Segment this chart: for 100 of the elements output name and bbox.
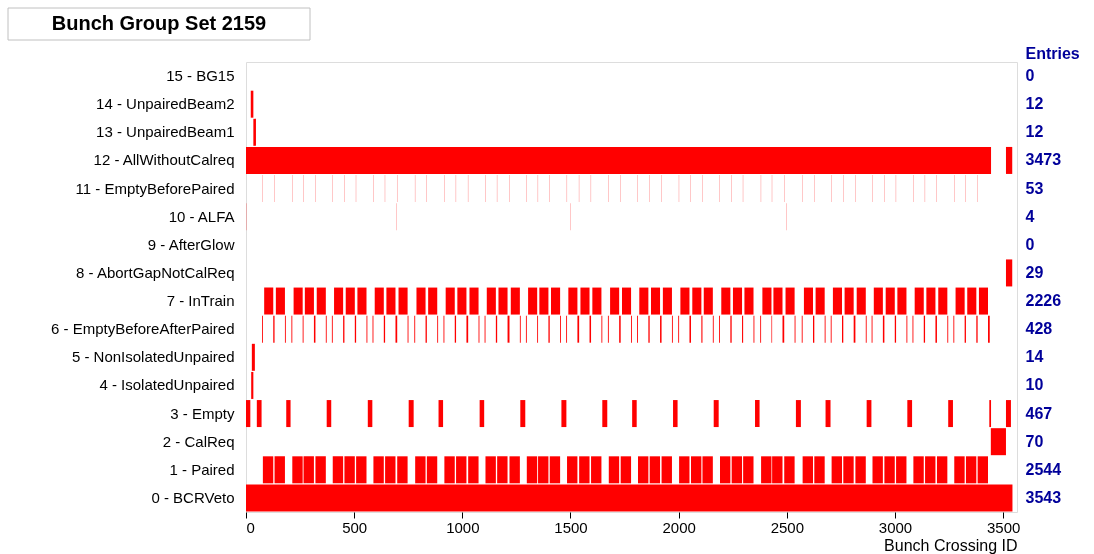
bar — [539, 287, 549, 315]
x-tick-label: 1500 — [554, 518, 588, 536]
y2-tick-label: 0 — [1025, 235, 1035, 253]
y-tick-label: 11 - EmptyBeforePaired — [75, 179, 235, 197]
bar — [926, 287, 936, 315]
y-tick-label: 10 - ALFA — [168, 207, 235, 225]
bar — [1005, 259, 1013, 287]
y-tick-label: 1 - Paired — [169, 460, 235, 478]
y-tick-label: 9 - AfterGlow — [147, 235, 235, 253]
bar — [286, 400, 291, 428]
bar — [246, 400, 251, 428]
bar — [755, 400, 760, 428]
bar — [785, 287, 795, 315]
y-tick-label: 3 - Empty — [170, 404, 235, 422]
y2-tick-label: 10 — [1025, 376, 1044, 394]
bar — [713, 400, 719, 428]
bar — [510, 287, 520, 315]
bar — [914, 287, 924, 315]
bar — [732, 287, 743, 315]
y-tick-label: 0 - BCRVeto — [151, 488, 235, 506]
bar — [680, 287, 690, 315]
bar — [721, 287, 731, 315]
bar — [408, 400, 414, 428]
bar — [639, 287, 649, 315]
bar — [856, 287, 866, 315]
y2-tick-label: 467 — [1025, 404, 1053, 422]
bar — [398, 287, 408, 315]
bar — [773, 287, 783, 315]
bar — [416, 287, 426, 315]
bar — [744, 287, 754, 315]
bar — [256, 400, 262, 428]
bar — [334, 287, 344, 315]
bar — [602, 400, 608, 428]
y-tick-label: 6 - EmptyBeforeAfterPaired — [51, 320, 235, 338]
bar — [967, 287, 977, 315]
x-tick-label: 2500 — [770, 518, 805, 536]
bar — [561, 400, 567, 428]
bar — [469, 287, 479, 315]
bar — [528, 287, 538, 315]
y2-tick-label: 4 — [1025, 207, 1035, 225]
bar — [825, 400, 831, 428]
bar — [978, 287, 989, 315]
bar — [938, 287, 948, 315]
bar — [386, 287, 396, 315]
bar — [632, 400, 637, 428]
y2-tick-label: 3473 — [1025, 151, 1062, 169]
bar — [832, 287, 842, 315]
x-tick-label: 3000 — [878, 518, 913, 536]
y2-tick-label: 428 — [1025, 320, 1053, 338]
x-tick-label: 500 — [342, 518, 368, 536]
bar — [803, 287, 813, 315]
bar — [345, 287, 355, 315]
bar — [498, 287, 508, 315]
x-tick-label: 1000 — [446, 518, 480, 536]
y2-axis-title: Entries — [1025, 44, 1080, 62]
x-axis-title: Bunch Crossing ID — [884, 536, 1018, 554]
y-tick-label: 13 - UnpairedBeam1 — [96, 123, 235, 141]
bar — [374, 287, 384, 315]
bar — [264, 287, 274, 315]
bar — [568, 287, 578, 315]
x-tick-label: 2000 — [662, 518, 696, 536]
bar — [580, 287, 590, 315]
y-tick-label: 15 - BG15 — [166, 67, 235, 85]
bar — [885, 287, 895, 315]
bar — [316, 287, 326, 315]
bar — [873, 287, 883, 315]
bar — [907, 400, 913, 428]
y-tick-label: 2 - CalReq — [162, 432, 235, 450]
bar — [610, 287, 620, 315]
y2-tick-label: 2226 — [1025, 292, 1062, 310]
bar — [662, 287, 672, 315]
bar — [1005, 400, 1011, 428]
bar — [520, 400, 526, 428]
bar — [703, 287, 713, 315]
bar — [592, 287, 602, 315]
bar — [897, 287, 907, 315]
y2-tick-label: 29 — [1025, 263, 1044, 281]
bar — [551, 287, 561, 315]
bar — [815, 287, 825, 315]
x-tick-label: 0 — [246, 518, 255, 536]
y-tick-label: 5 - NonIsolatedUnpaired — [71, 348, 235, 366]
y2-tick-label: 3543 — [1025, 488, 1062, 506]
chart-title: Bunch Group Set 2159 — [51, 12, 267, 34]
bar — [457, 287, 467, 315]
bar — [692, 287, 702, 315]
bar — [762, 287, 772, 315]
y2-tick-label: 14 — [1025, 348, 1044, 366]
y-tick-label: 14 - UnpairedBeam2 — [96, 95, 235, 113]
y-tick-label: 4 - IsolatedUnpaired — [99, 376, 235, 394]
bar — [955, 287, 965, 315]
y2-tick-label: 53 — [1025, 179, 1044, 197]
y2-tick-label: 2544 — [1025, 460, 1062, 478]
bar — [1005, 146, 1013, 174]
bar — [304, 287, 314, 315]
bar — [275, 287, 285, 315]
bar — [293, 287, 303, 315]
bar — [990, 428, 1006, 456]
y2-tick-label: 12 — [1025, 95, 1044, 113]
y-tick-label: 7 - InTrain — [166, 292, 235, 310]
y-tick-label: 12 - AllWithoutCalreq — [93, 151, 235, 169]
